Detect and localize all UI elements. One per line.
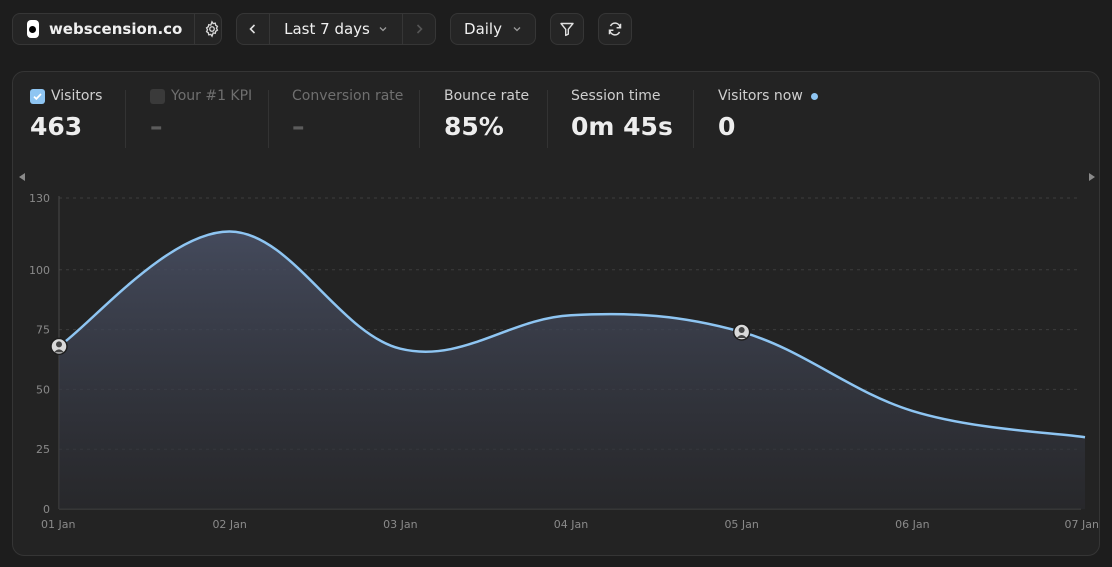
site-selector[interactable]: webscension.co	[12, 13, 222, 45]
kpi-bounce-rate[interactable]: Bounce rate 85%	[444, 88, 529, 152]
divider	[547, 90, 548, 148]
chevron-left-icon	[249, 24, 256, 34]
x-tick-label: 06 Jan	[895, 518, 929, 531]
x-tick-label: 05 Jan	[724, 518, 758, 531]
refresh-icon	[608, 22, 622, 36]
prev-range-button[interactable]	[237, 13, 269, 45]
filter-button[interactable]	[550, 13, 584, 45]
site-name: webscension.co	[48, 20, 183, 38]
kpi-row: Visitors 463 Your #1 KPI – Conversion ra…	[13, 88, 1099, 168]
gear-icon[interactable]	[203, 20, 221, 38]
live-dot-icon	[810, 92, 818, 100]
series-area	[59, 231, 1085, 509]
y-tick-label: 50	[36, 383, 50, 396]
checkbox-checked-icon[interactable]	[30, 88, 45, 104]
kpi-primary[interactable]: Your #1 KPI –	[150, 88, 252, 152]
annotation-avatar-icon[interactable]	[732, 323, 751, 341]
date-range-control: Last 7 days	[236, 13, 436, 45]
divider	[194, 13, 195, 45]
date-range-dropdown[interactable]: Last 7 days	[270, 20, 402, 38]
divider	[125, 90, 126, 148]
y-tick-label: 25	[36, 443, 50, 456]
kpi-label: Your #1 KPI	[171, 88, 253, 104]
kpi-label: Conversion rate	[292, 88, 404, 104]
x-tick-label: 02 Jan	[212, 518, 246, 531]
visitors-chart[interactable]: 0 25 50 75 100 130 01 Jan 02 Jan 03 Jan 04 Jan 05 …	[13, 72, 1101, 557]
filter-icon	[560, 22, 574, 37]
y-tick-label: 100	[29, 264, 50, 277]
kpi-conversion-rate[interactable]: Conversion rate –	[292, 88, 403, 152]
interval-label: Daily	[464, 20, 502, 38]
y-tick-label: 0	[43, 503, 50, 516]
scroll-right-icon[interactable]	[1088, 172, 1096, 182]
kpi-value: 85%	[444, 112, 504, 141]
y-tick-label: 75	[36, 324, 50, 337]
kpi-visitors-now[interactable]: Visitors now 0	[718, 88, 818, 152]
x-tick-label: 03 Jan	[383, 518, 417, 531]
refresh-button[interactable]	[598, 13, 632, 45]
interval-dropdown[interactable]: Daily	[450, 13, 536, 45]
divider	[419, 90, 420, 148]
x-tick-label: 07 Jan	[1065, 518, 1099, 531]
analytics-panel: Visitors 463 Your #1 KPI – Conversion ra…	[12, 71, 1100, 556]
kpi-value: 0m 45s	[571, 112, 673, 141]
kpi-value: –	[150, 112, 163, 141]
date-range-label: Last 7 days	[284, 20, 370, 38]
toolbar: webscension.co Last 7 days Daily	[12, 13, 632, 47]
kpi-label: Session time	[571, 88, 661, 104]
kpi-label: Bounce rate	[444, 88, 530, 104]
kpi-visitors[interactable]: Visitors 463	[30, 88, 102, 152]
site-logo-icon	[27, 20, 39, 38]
x-tick-label: 01 Jan	[41, 518, 75, 531]
kpi-session-time[interactable]: Session time 0m 45s	[571, 88, 673, 152]
kpi-label: Visitors now	[718, 88, 803, 104]
next-range-button[interactable]	[403, 13, 435, 45]
kpi-value: 0	[718, 112, 736, 141]
divider	[268, 90, 269, 148]
series-line	[58, 230, 1086, 439]
chevron-right-icon	[416, 24, 423, 34]
kpi-value: –	[292, 112, 305, 141]
chevron-down-icon	[379, 27, 387, 32]
kpi-value: 463	[30, 112, 83, 141]
annotation-avatar-icon[interactable]	[50, 337, 68, 356]
checkbox-unchecked-icon[interactable]	[150, 88, 165, 104]
kpi-label: Visitors	[51, 88, 103, 104]
x-tick-label: 04 Jan	[554, 518, 588, 531]
y-tick-label: 130	[29, 192, 50, 205]
divider	[402, 13, 403, 45]
chevron-down-icon	[513, 27, 521, 32]
divider	[693, 90, 694, 148]
scroll-left-icon[interactable]	[18, 172, 26, 182]
divider	[269, 13, 270, 45]
